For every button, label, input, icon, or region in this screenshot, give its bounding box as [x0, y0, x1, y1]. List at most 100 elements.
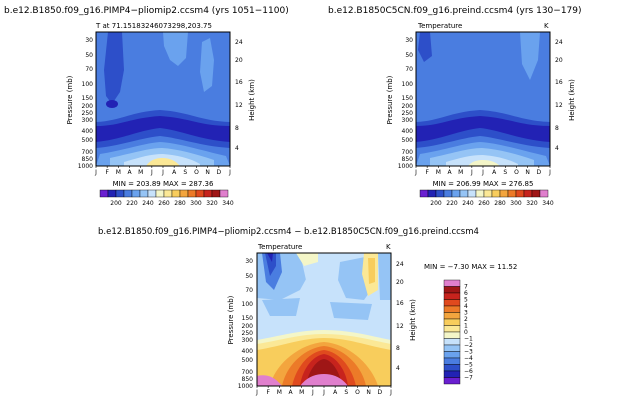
panel-2-xtick-label: J [470, 169, 473, 176]
panel-2-xtick-label: D [537, 169, 542, 176]
panel-1-band-cold-core [106, 100, 118, 108]
panel-2-xtick-label: M [458, 169, 463, 176]
panel-3-ytick: 400 [242, 348, 254, 355]
panel-1-title: b.e12.B1850.f09_g16.PIMP4−pliomip2.ccsm4… [4, 6, 289, 16]
panel-3-minmax: MIN = −7.30 MAX = 11.52 [424, 263, 517, 271]
panel-1: b.e12.B1850.f09_g16.PIMP4−pliomip2.ccsm4… [4, 6, 289, 207]
panel-3-colorbar-tick: 6 [464, 290, 468, 297]
panel-2-subtitle: Temperature [417, 22, 462, 30]
panel-3-band-neg1e [330, 302, 372, 320]
panel-1-xtick-label: J [228, 169, 231, 176]
panel-1-y2label: Height (km) [248, 79, 256, 121]
panel-1-xtick-label: F [105, 169, 109, 176]
panel-2-colorbar-tick: 200 [430, 200, 442, 207]
panel-1-colorbar-swatch [219, 189, 229, 198]
panel-3-ytick: 30 [245, 258, 253, 265]
panel-3-colorbar-swatch [443, 305, 461, 313]
panel-2-xtick-label: J [481, 169, 484, 176]
panel-3-ytick: 200 [242, 323, 254, 330]
panel-1-y2tick: 4 [235, 145, 239, 152]
panel-2-y2tick: 16 [555, 79, 563, 86]
panel-2-y2tick: 12 [555, 102, 563, 109]
panel-1-ytick: 70 [85, 66, 93, 73]
panel-2-minmax: MIN = 206.99 MAX = 276.85 [433, 180, 534, 188]
panel-1-ytick: 850 [82, 156, 94, 163]
panel-1-y2tick: 12 [235, 102, 243, 109]
panel-1-colorbar-swatch [179, 189, 189, 198]
panel-2-xtick-label: S [503, 169, 507, 176]
panel-1-ytick: 30 [85, 37, 93, 44]
panel-2-ytick: 1000 [398, 163, 413, 170]
panel-2-band-cold [418, 32, 432, 62]
panel-3-xtick-label: F [266, 389, 270, 396]
panel-3-xtick-label: J [255, 389, 258, 396]
panel-3-colorbar-tick: 5 [464, 297, 468, 304]
panel-3-colorbar-tick: −2 [464, 342, 473, 349]
panel-1-ytick: 250 [82, 110, 94, 117]
panel-2-y2tick: 4 [555, 145, 559, 152]
panel-2-ytick: 500 [402, 137, 414, 144]
panel-3-band-pos0 [296, 253, 318, 266]
panel-1-colorbar-swatch [123, 189, 133, 198]
panel-3-colorbar-swatch [443, 364, 461, 372]
panel-1-xtick-label: M [138, 169, 143, 176]
panel-3-y2-ticks: 24 20 16 12 8 4 [396, 261, 404, 372]
panel-3: b.e12.B1850.f09_g16.PIMP4−pliomip2.ccsm4… [98, 227, 517, 396]
panel-3-ytick: 250 [242, 330, 254, 337]
panel-1-y2tick: 20 [235, 57, 243, 64]
panel-1-y2-ticks: 24 20 16 12 8 4 [235, 39, 243, 152]
panel-3-xtick-label: N [366, 389, 371, 396]
panel-3-y-ticks: 30 50 70 100 150 200 250 300 400 500 700… [238, 258, 253, 390]
panel-3-y2tick: 24 [396, 261, 404, 268]
panel-1-colorbar-swatch [211, 189, 221, 198]
panel-3-unit: K [386, 243, 391, 251]
panel-3-colorbar-tick: −7 [464, 375, 473, 382]
panel-3-ytick: 50 [245, 273, 253, 280]
panel-1-band-l7 [146, 158, 180, 166]
panel-3-ytick: 100 [242, 301, 254, 308]
panel-3-band-p8 [300, 374, 348, 386]
panel-2-colorbar-swatch [467, 189, 477, 198]
panel-3-y2tick: 20 [396, 279, 404, 286]
panel-2-colorbar-tick: 260 [478, 200, 490, 207]
panel-1-xtick-label: J [150, 169, 153, 176]
panel-2-colorbar-swatch [499, 189, 509, 198]
panel-3-xtick-label: A [333, 389, 338, 396]
panel-2-y-ticks: 30 50 70 100 150 200 250 300 400 500 700… [398, 37, 413, 170]
panel-3-colorbar-tick: −5 [464, 362, 473, 369]
panel-3-colorbar-swatch [443, 338, 461, 346]
panel-2-ytick: 700 [402, 149, 414, 156]
panel-2-y2tick: 24 [555, 39, 563, 46]
panel-1-colorbar-tick: 240 [142, 200, 154, 207]
panel-1-y2tick: 24 [235, 39, 243, 46]
panel-2-colorbar-swatch [419, 189, 429, 198]
panel-2-colorbar-swatch [427, 189, 437, 198]
panel-1-colorbar-swatch [131, 189, 141, 198]
panel-1-ytick: 700 [82, 149, 94, 156]
panel-2-xtick-label: N [525, 169, 530, 176]
panel-1-ylabel: Pressure (mb) [66, 75, 74, 124]
panel-2-colorbar: 200 220 240 260 280 300 320 340 [419, 189, 554, 207]
panel-1-colorbar-tick: 340 [222, 200, 234, 207]
panel-3-band-p8b [257, 375, 282, 386]
panel-3-y2label: Height (km) [409, 299, 417, 341]
panel-2-xtick-label: A [492, 169, 497, 176]
panel-3-ytick: 70 [245, 287, 253, 294]
panel-1-xtick-label: J [161, 169, 164, 176]
panel-1-subtitle: T at 71.15183246073298,203.75 [95, 22, 212, 30]
panel-1-ytick: 500 [82, 137, 94, 144]
panel-2-xtick-label: M [436, 169, 441, 176]
panel-3-colorbar-tick: 2 [464, 316, 468, 323]
panel-3-y2tick: 16 [396, 300, 404, 307]
panel-3-band-neg5 [265, 253, 276, 276]
panel-3-colorbar-swatch [443, 292, 461, 300]
panel-2-colorbar-swatch [435, 189, 445, 198]
panel-2-y2tick: 8 [555, 125, 559, 132]
panel-2-colorbar-tick: 240 [462, 200, 474, 207]
panel-1-colorbar-swatch [155, 189, 165, 198]
panel-2-xtick-label: J [414, 169, 417, 176]
panel-3-xtick-label: M [277, 389, 282, 396]
panel-3-subtitle: Temperature [257, 243, 302, 251]
panel-2-colorbar-tick: 300 [510, 200, 522, 207]
